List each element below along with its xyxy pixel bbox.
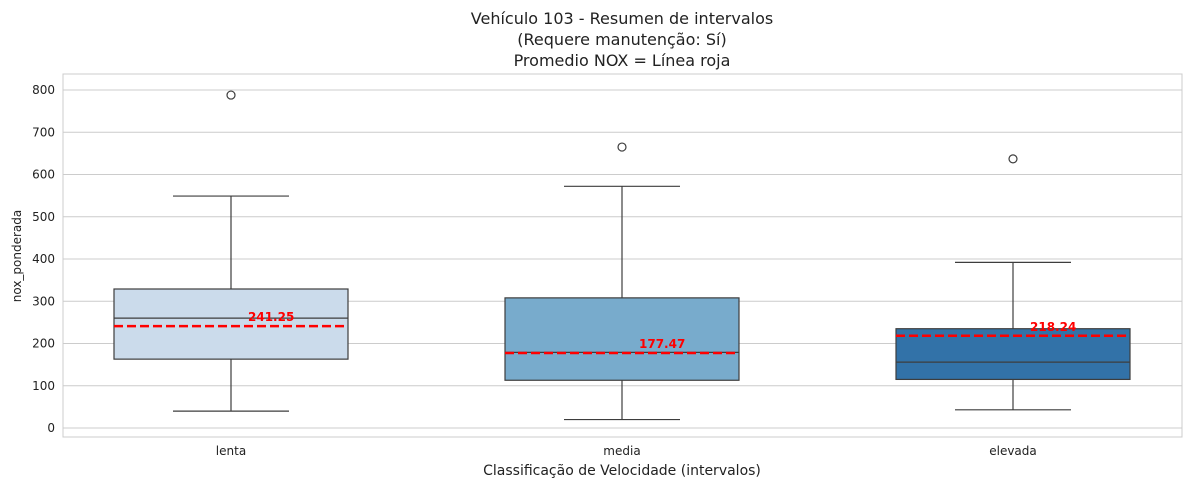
- outlier-point: [226, 90, 236, 100]
- y-tick-label: 400: [32, 252, 55, 266]
- x-tick-label-media: media: [603, 444, 640, 458]
- x-tick-labels: lenta media elevada: [216, 444, 1037, 458]
- title-line-3: Promedio NOX = Línea roja: [514, 51, 731, 70]
- box-lenta: 241.25: [113, 90, 349, 412]
- y-tick-label: 700: [32, 125, 55, 139]
- y-tick-label: 100: [32, 379, 55, 393]
- plot-frame: [62, 73, 1183, 438]
- y-tick-label: 500: [32, 210, 55, 224]
- outlier-point: [617, 142, 627, 152]
- mean-value-label: 177.47: [639, 337, 685, 351]
- y-tick-label: 300: [32, 294, 55, 308]
- chart-title: Vehículo 103 - Resumen de intervalos (Re…: [471, 9, 773, 70]
- iqr-box: [113, 288, 349, 360]
- y-tick-label: 0: [47, 421, 55, 435]
- box-media: 177.47: [504, 142, 740, 421]
- y-tick-labels: 0 100 200 300 400 500 600 700 800: [32, 83, 55, 435]
- x-tick-label-elevada: elevada: [989, 444, 1037, 458]
- x-axis-label: Classificação de Velocidade (intervalos): [483, 463, 761, 479]
- x-tick-label-lenta: lenta: [216, 444, 246, 458]
- y-tick-label: 800: [32, 83, 55, 97]
- box-elevada: 218.24: [895, 154, 1131, 411]
- mean-value-label: 241.25: [248, 310, 294, 324]
- title-line-2: (Requere manutenção: Sí): [517, 30, 726, 49]
- mean-value-label: 218.24: [1030, 320, 1076, 334]
- y-tick-label: 200: [32, 337, 55, 351]
- iqr-box: [504, 297, 740, 381]
- iqr-box: [895, 328, 1131, 381]
- boxes-layer: 241.25 177.47 218.24: [113, 90, 1131, 421]
- y-tick-label: 600: [32, 168, 55, 182]
- outlier-point: [1008, 154, 1018, 164]
- title-line-1: Vehículo 103 - Resumen de intervalos: [471, 9, 773, 28]
- y-axis-label: nox_ponderada: [10, 210, 24, 303]
